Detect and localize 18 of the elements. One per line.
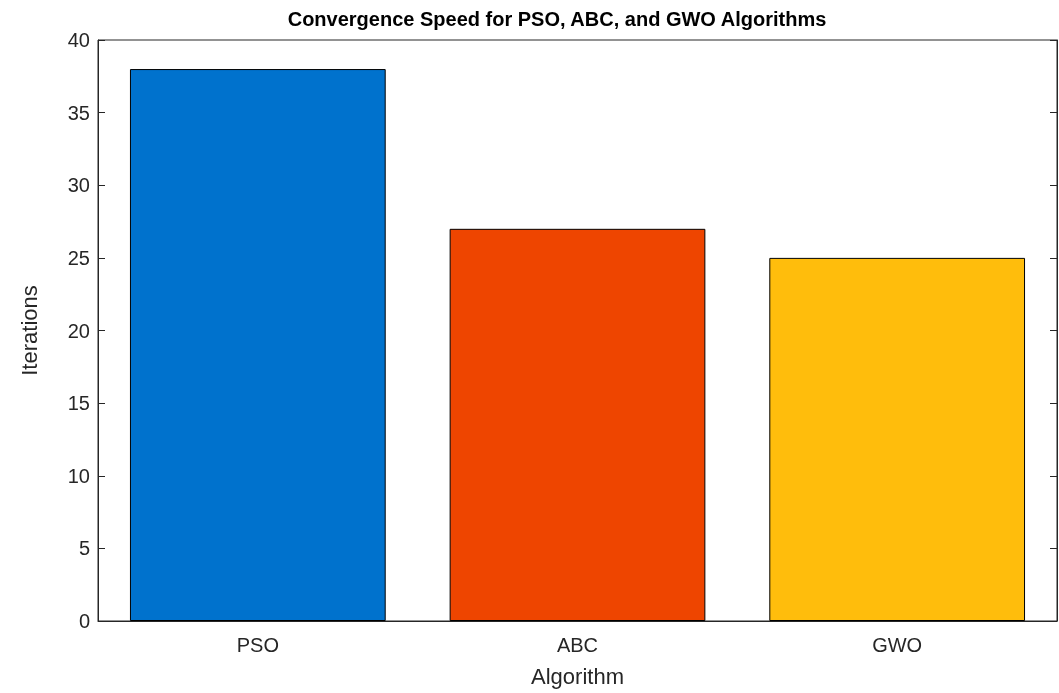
y-tick-label: 35 — [67, 101, 90, 124]
x-tick-label: PSO — [236, 634, 279, 656]
x-tick-label: GWO — [872, 634, 923, 656]
y-tick-label: 10 — [67, 464, 90, 487]
bar — [769, 257, 1026, 621]
chart-title: Convergence Speed for PSO, ABC, and GWO Algorithms — [287, 8, 827, 30]
x-tick-label: ABC — [556, 634, 599, 656]
y-axis-title: Iterations — [16, 285, 42, 376]
y-tick-label: 30 — [67, 174, 90, 197]
bar — [129, 69, 386, 621]
bar — [449, 228, 706, 621]
y-tick-label: 5 — [78, 537, 90, 560]
y-tick-label: 25 — [67, 246, 90, 269]
y-tick-label: 40 — [67, 29, 90, 51]
y-tick-label: 20 — [67, 319, 90, 342]
y-tick-label: 0 — [78, 610, 90, 632]
x-axis-title: Algorithm — [531, 663, 624, 689]
y-tick-label: 15 — [67, 392, 90, 415]
